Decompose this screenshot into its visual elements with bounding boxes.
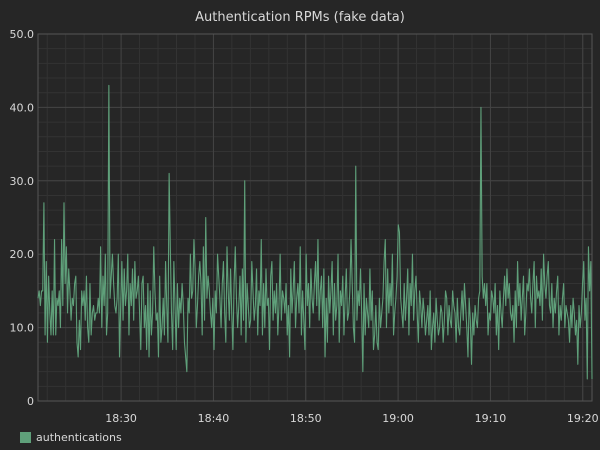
plot-frame (37, 33, 593, 402)
y-axis-ticks: 0 10.0 20.0 30.0 40.0 50.0 (10, 28, 35, 408)
y-tick-label: 20.0 (10, 248, 35, 261)
y-tick-label: 30.0 (10, 175, 35, 188)
y-tick-label: 40.0 (10, 101, 35, 114)
y-tick-label: 50.0 (10, 28, 35, 41)
y-tick-label: 0 (27, 395, 34, 408)
y-tick-label: 10.0 (10, 322, 35, 335)
major-grid (37, 33, 593, 402)
x-tick-label: 18:50 (290, 412, 322, 425)
legend[interactable]: authentications (20, 431, 122, 444)
x-tick-label: 18:30 (105, 412, 137, 425)
chart-title: Authentication RPMs (fake data) (195, 10, 405, 25)
series-layer (37, 84, 593, 380)
x-axis-ticks: 18:30 18:40 18:50 19:00 19:10 19:20 (105, 412, 598, 425)
x-tick-label: 19:10 (475, 412, 507, 425)
x-tick-label: 19:00 (382, 412, 414, 425)
legend-label: authentications (36, 431, 122, 444)
x-tick-label: 19:20 (567, 412, 599, 425)
series-line-authentications (37, 84, 593, 380)
legend-swatch (20, 432, 31, 443)
x-tick-label: 18:40 (198, 412, 230, 425)
